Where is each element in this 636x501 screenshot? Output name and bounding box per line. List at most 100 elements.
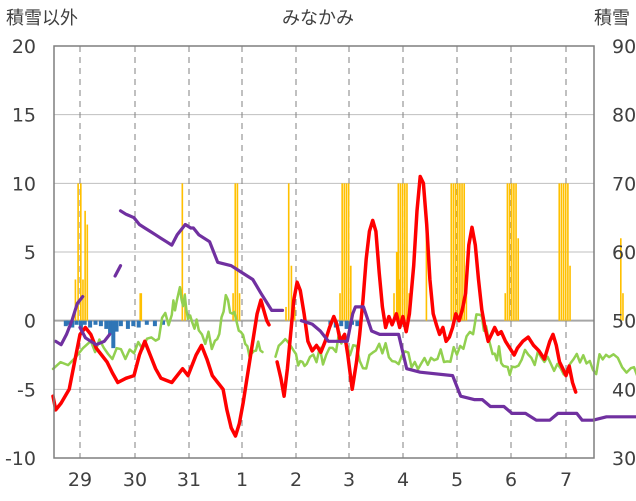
- precip-bar: [517, 238, 520, 321]
- left-tick-label: 20: [12, 36, 36, 58]
- day-label: 29: [68, 469, 92, 491]
- snow-depth-line: [299, 305, 636, 422]
- day-label: 6: [505, 469, 517, 491]
- blue-bar: [111, 320, 116, 349]
- blue-bar: [63, 320, 68, 327]
- precip-bar: [459, 183, 461, 321]
- blue-bar: [118, 320, 123, 327]
- gridlines: [54, 45, 594, 459]
- precip-bar: [564, 183, 567, 321]
- precip-bar: [341, 183, 343, 321]
- precip-bar: [339, 293, 341, 321]
- precip-bar: [285, 306, 287, 321]
- snow-depth-line: [78, 325, 112, 347]
- blue-bar: [108, 320, 113, 335]
- left-tick-label: 10: [12, 173, 36, 195]
- precip-bar: [562, 183, 565, 321]
- blue-bar: [93, 320, 98, 325]
- right-tick-label: 40: [612, 379, 636, 401]
- precip-bar: [80, 183, 82, 321]
- blue-bar: [88, 320, 93, 328]
- blue-bar: [98, 320, 103, 327]
- precip-bar: [506, 183, 509, 321]
- right-axis-ticks: 90 80 70 60 50 40 30: [612, 36, 636, 470]
- blue-bars: [63, 320, 360, 349]
- blue-bar: [125, 320, 130, 329]
- precip-bar: [74, 279, 77, 321]
- blue-bar: [136, 320, 141, 328]
- blue-bar: [355, 320, 360, 327]
- precip-bar: [560, 183, 563, 321]
- day-label: 2: [290, 469, 302, 491]
- right-tick-label: 30: [612, 448, 636, 470]
- precip-bar: [236, 183, 239, 321]
- precip-bar: [290, 265, 293, 321]
- left-tick-label: -5: [17, 379, 36, 401]
- precip-bar: [345, 183, 348, 321]
- blue-bar: [144, 320, 149, 325]
- left-axis-label: 積雪以外: [6, 8, 78, 29]
- precip-bar: [558, 183, 561, 321]
- precip-bar: [398, 279, 401, 321]
- temperature-line: [51, 298, 271, 438]
- chart-title: みなかみ: [282, 8, 354, 29]
- precip-bar: [452, 183, 455, 321]
- precip-bar: [404, 183, 406, 321]
- blue-bar: [74, 320, 79, 325]
- precip-bar: [622, 293, 624, 321]
- precip-bar: [350, 265, 352, 321]
- x-axis-day-labels: 29 30 31 1 2 3 4 5 6 7: [68, 469, 572, 491]
- blue-bar: [152, 320, 157, 327]
- precip-bar: [569, 265, 571, 321]
- blue-bar: [70, 320, 75, 328]
- blue-bar: [131, 320, 136, 327]
- left-tick-label: -10: [5, 448, 36, 470]
- precip-bar: [287, 183, 290, 321]
- precip-bar: [139, 293, 143, 321]
- dewpoint-line: [51, 285, 264, 371]
- blue-bar: [339, 320, 344, 327]
- dewpoint-line: [274, 313, 636, 377]
- precip-bar: [347, 183, 350, 321]
- precip-bar: [397, 183, 400, 321]
- precip-bar: [508, 183, 511, 321]
- precip-bar: [393, 293, 395, 321]
- day-label: 5: [451, 469, 463, 491]
- blue-bar: [344, 320, 349, 329]
- precip-bar: [450, 183, 453, 321]
- precip-bar: [232, 293, 234, 321]
- precip-bar: [399, 183, 402, 321]
- precip-bar: [395, 252, 398, 321]
- precip-bar: [461, 183, 463, 321]
- left-tick-label: 5: [24, 242, 36, 264]
- blue-bar: [82, 320, 87, 325]
- left-tick-label: 0: [24, 311, 36, 333]
- day-label: 31: [177, 469, 201, 491]
- precip-bar: [86, 224, 89, 321]
- precip-bar: [82, 279, 84, 321]
- right-tick-label: 50: [612, 311, 636, 333]
- precip-bar: [293, 306, 296, 321]
- precip-bar: [513, 183, 515, 321]
- precip-bar: [401, 183, 404, 321]
- right-tick-label: 60: [612, 242, 636, 264]
- snow-depth-line: [118, 209, 285, 312]
- day-label: 3: [343, 469, 355, 491]
- blue-bar: [78, 320, 83, 329]
- precip-bar: [504, 293, 507, 321]
- day-label: 7: [560, 469, 572, 491]
- snow-depth-line: [113, 264, 123, 278]
- precip-bar: [454, 183, 457, 321]
- left-axis-ticks: 20 15 10 5 0 -5 -10: [5, 36, 36, 470]
- precip-bar: [406, 183, 408, 321]
- precipitation-bars: [74, 183, 624, 321]
- temperature-line: [275, 174, 578, 398]
- day-label: 1: [236, 469, 248, 491]
- day-label: 4: [397, 469, 409, 491]
- precip-bar: [510, 183, 513, 321]
- precip-bar: [77, 183, 79, 321]
- snow-depth-line: [54, 295, 85, 347]
- precip-bar: [567, 183, 569, 321]
- precip-bar: [463, 183, 466, 321]
